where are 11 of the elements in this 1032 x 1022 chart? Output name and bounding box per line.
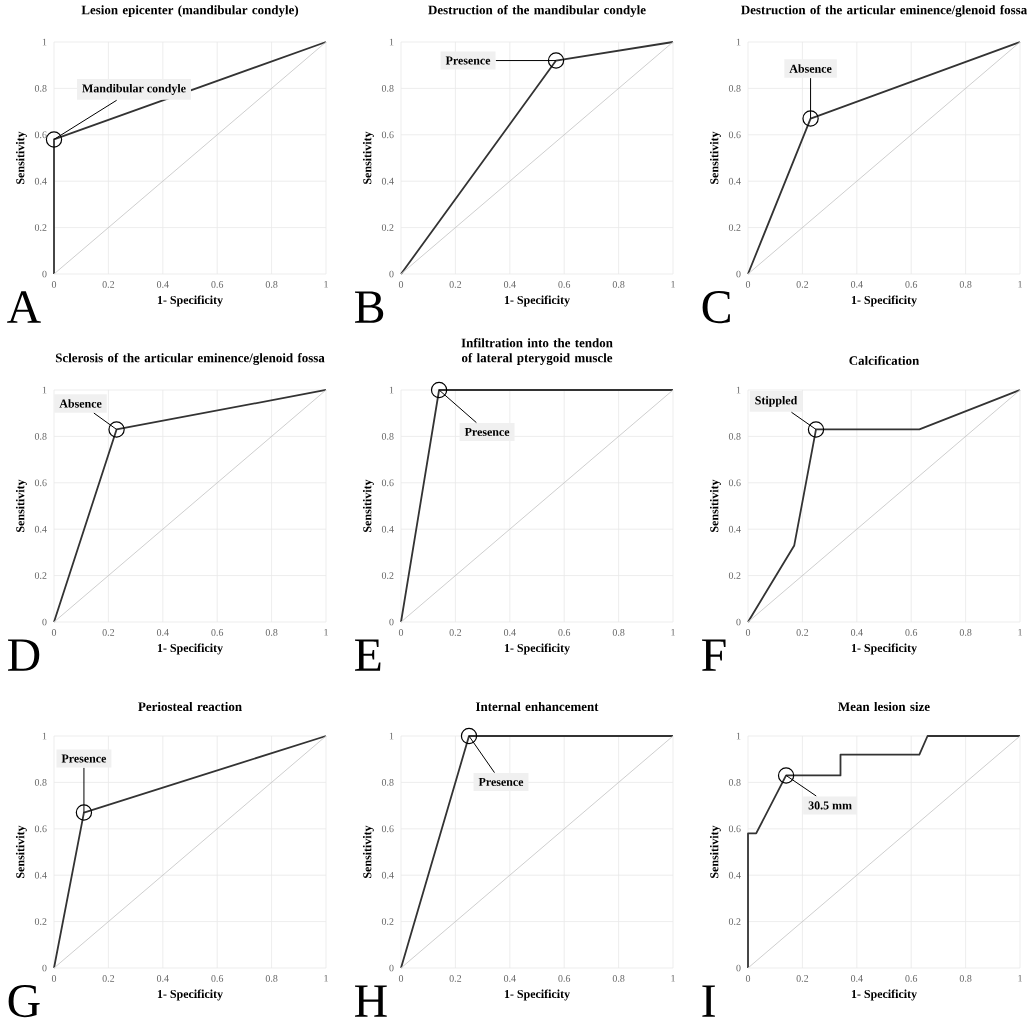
text: A <box>7 291 41 323</box>
text: F <box>702 639 726 671</box>
text: E <box>355 639 381 671</box>
text: B <box>355 291 384 323</box>
line-series <box>747 389 1021 623</box>
text: G <box>8 985 40 1018</box>
text: I <box>702 985 715 1017</box>
text: D <box>8 639 40 671</box>
text: C <box>702 291 730 324</box>
line-series <box>747 735 1021 969</box>
text: H <box>355 985 387 1017</box>
